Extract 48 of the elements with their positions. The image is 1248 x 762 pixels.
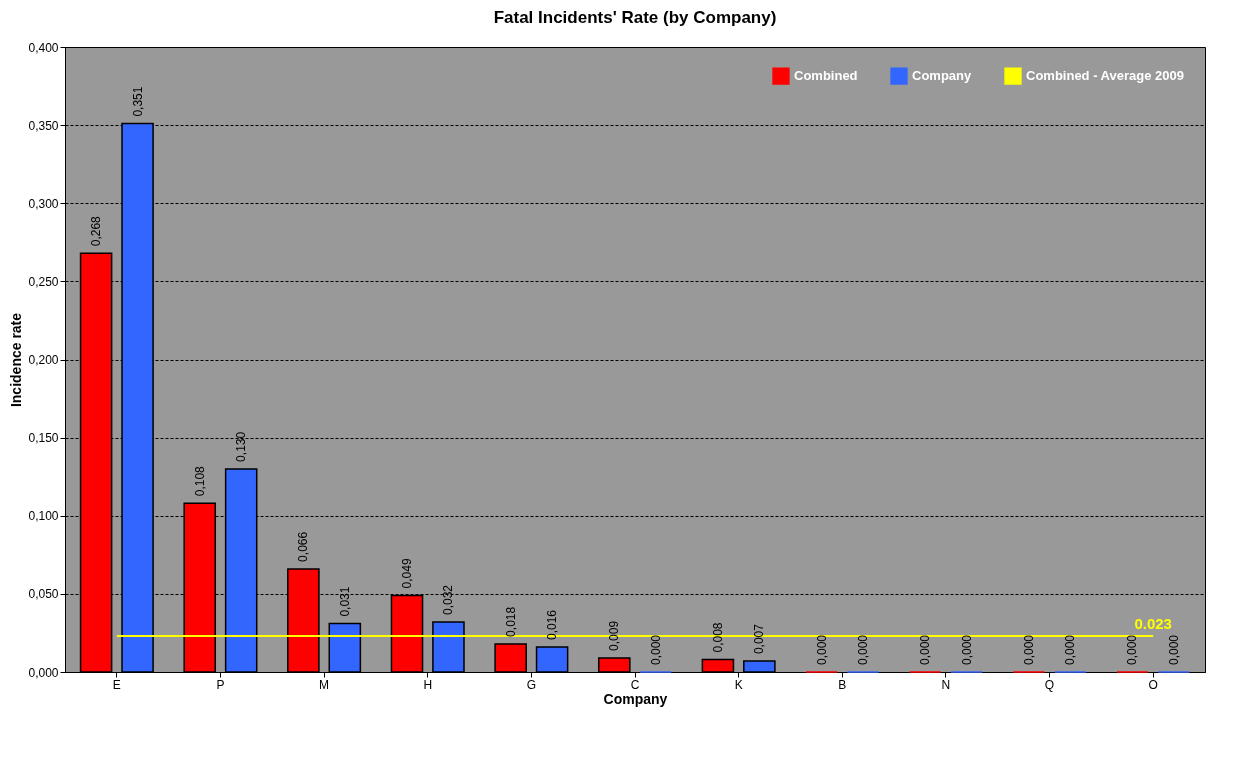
y-tick-label: 0,150: [28, 431, 59, 446]
y-tick-label: 0,300: [28, 196, 59, 211]
data-label: 0,000: [1125, 634, 1140, 665]
data-label: 0,108: [192, 465, 207, 497]
data-label: 0,000: [856, 634, 870, 665]
legend-label: Company: [912, 68, 972, 84]
data-label: 0,049: [400, 558, 414, 589]
data-label: 0,016: [545, 609, 560, 640]
annotation: 0.023: [1134, 615, 1172, 633]
x-tick-label: Q: [1044, 677, 1055, 692]
data-label: 0,008: [710, 622, 725, 653]
data-label: 0,000: [918, 634, 933, 665]
x-axis-title: Company: [603, 690, 668, 707]
data-label: 0,066: [296, 531, 311, 562]
data-label: 0,268: [89, 215, 104, 247]
data-label: 0,351: [130, 86, 145, 117]
data-label: 0,000: [959, 634, 974, 665]
data-label: 0,007: [752, 623, 767, 655]
y-tick-label: 0,050: [28, 587, 59, 602]
data-label: 0,000: [814, 634, 829, 665]
data-label: 0,000: [1063, 634, 1078, 665]
data-label: 0,130: [234, 431, 249, 462]
y-tick-label: 0,400: [28, 40, 59, 55]
x-tick-label: C: [630, 677, 640, 692]
chart-title: Fatal Incidents' Rate (by Company): [493, 8, 777, 27]
x-tick-label: P: [216, 677, 225, 692]
legend-label: Combined - Average 2009: [1026, 68, 1184, 84]
x-tick-label: E: [112, 677, 121, 692]
x-tick-label: B: [838, 677, 847, 692]
x-tick-label: M: [319, 677, 330, 692]
data-label: 0,000: [1021, 634, 1036, 665]
x-tick-label: G: [526, 677, 537, 692]
data-label: 0,018: [503, 606, 518, 637]
x-tick-label: H: [423, 677, 433, 692]
data-label: 0,032: [441, 584, 456, 615]
y-tick-label: 0,350: [28, 118, 59, 133]
y-tick-label: 0,250: [28, 274, 59, 289]
y-tick-label: 0,200: [28, 353, 59, 367]
y-tick-label: 0,000: [28, 665, 59, 680]
data-label: 0,000: [648, 634, 663, 665]
data-label: 0,009: [607, 620, 622, 651]
x-tick-label: O: [1148, 677, 1158, 692]
y-axis-title: Incidence rate: [8, 312, 25, 408]
x-tick-label: K: [734, 677, 743, 692]
y-tick-label: 0,100: [28, 509, 59, 524]
legend-label: Combined: [794, 68, 858, 84]
data-label: 0,000: [1166, 634, 1181, 665]
x-tick-label: N: [941, 677, 951, 692]
